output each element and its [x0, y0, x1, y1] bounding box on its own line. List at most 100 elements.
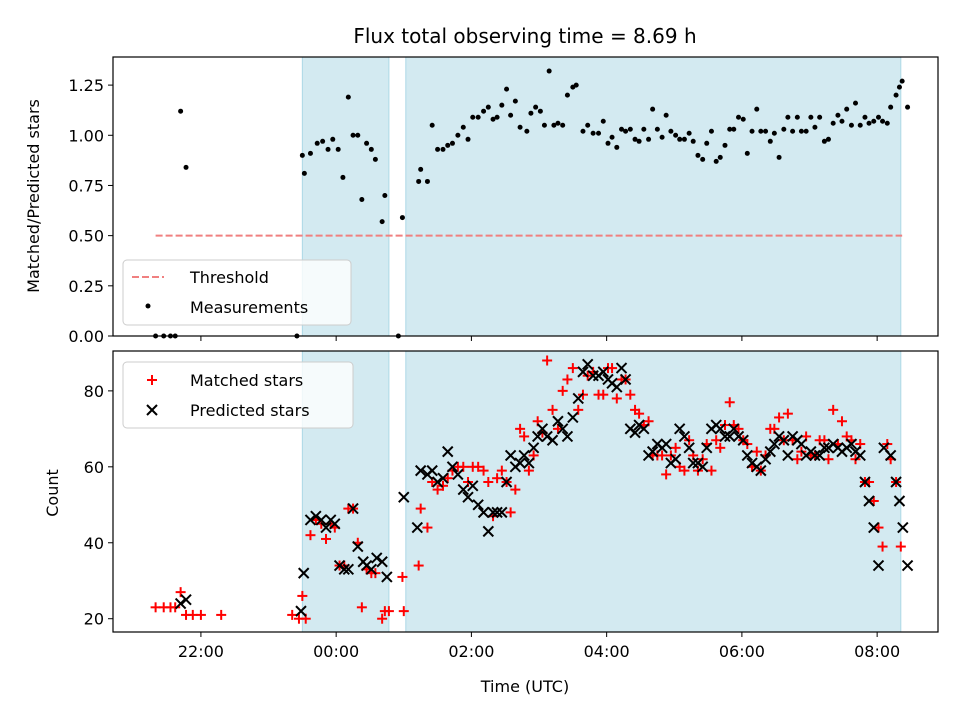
- predicted-star-point: [342, 563, 355, 576]
- matched-star-point: [711, 435, 722, 446]
- measurement-point: [884, 120, 890, 126]
- predicted-star-point: [414, 464, 427, 477]
- x-stroke-2: [577, 366, 589, 378]
- measurement-point: [686, 130, 692, 136]
- measurement-point: [614, 144, 620, 150]
- predicted-star-point: [597, 366, 609, 378]
- x-stroke-2: [304, 514, 317, 526]
- x-stroke-2: [782, 449, 794, 462]
- predicted-star-point: [884, 449, 897, 462]
- measurement-point: [307, 150, 313, 156]
- measurement-point: [776, 154, 782, 160]
- x-tick-label: 02:00: [448, 642, 494, 661]
- measurement-point: [704, 140, 710, 146]
- measurement-point: [632, 136, 638, 142]
- bottom-y-tick-label: 20: [84, 610, 104, 629]
- top-y-tick-label: 0.25: [68, 277, 104, 296]
- measurement-point: [893, 92, 899, 98]
- measurement-point: [314, 140, 320, 146]
- matched-star-point: [216, 609, 227, 620]
- x-stroke-2: [414, 464, 427, 477]
- x-stroke-2: [531, 430, 544, 443]
- x-stroke-2: [437, 472, 449, 484]
- predicted-star-point: [768, 438, 781, 450]
- x-stroke-2: [683, 442, 695, 454]
- matched-star-point: [634, 408, 645, 419]
- matched-star-point: [774, 412, 785, 423]
- x-stroke-2: [878, 442, 890, 454]
- measurement-point: [546, 68, 552, 74]
- measurement-point: [708, 128, 714, 134]
- x-stroke-2: [472, 499, 484, 511]
- matched-star-point: [823, 454, 834, 465]
- predicted-star-point: [556, 423, 569, 435]
- matched-star-point: [478, 465, 489, 476]
- x-stroke-2: [893, 495, 906, 507]
- matched-star-point: [598, 389, 609, 400]
- predicted-star-point: [310, 510, 322, 522]
- measurement-point: [905, 104, 911, 110]
- predicted-star-point: [338, 563, 350, 576]
- x-stroke-2: [487, 506, 499, 519]
- x-stroke-2: [714, 423, 726, 435]
- x-stroke-2: [338, 563, 350, 576]
- measurement-point: [899, 78, 905, 84]
- x-stroke-2: [809, 449, 821, 462]
- predicted-star-point: [696, 461, 709, 473]
- predicted-star-point: [660, 438, 672, 450]
- measurement-point: [355, 132, 361, 138]
- predicted-star-point: [371, 552, 383, 564]
- x-stroke-2: [342, 563, 355, 576]
- matched-star-point: [557, 385, 568, 396]
- measurement-point: [512, 98, 518, 104]
- measurement-point: [790, 128, 796, 134]
- matched-star-point: [398, 606, 409, 617]
- x-stroke-2: [687, 457, 699, 469]
- measurement-point: [524, 128, 530, 134]
- top-y-axis-label: Matched/Predicted stars: [24, 99, 43, 293]
- measurement-point: [749, 128, 755, 134]
- predicted-star-point: [737, 434, 749, 446]
- predicted-star-point: [531, 430, 544, 443]
- measurement-point: [424, 178, 430, 184]
- x-stroke-2: [527, 442, 540, 454]
- measurement-point: [636, 138, 642, 144]
- matched-star-point: [877, 541, 888, 552]
- measurement-point: [609, 134, 615, 140]
- top-axes-frame: [112, 56, 939, 337]
- measurement-point: [700, 156, 706, 162]
- x-stroke-2: [523, 457, 535, 469]
- measurement-point: [857, 122, 863, 128]
- x-stroke-2: [518, 449, 530, 462]
- measurement-point: [785, 114, 791, 120]
- measurement-point: [368, 146, 374, 152]
- measurement-point: [758, 128, 764, 134]
- x-stroke-2: [728, 423, 740, 435]
- x-stroke-2: [552, 415, 564, 427]
- measurement-point: [794, 114, 800, 120]
- predicted-star-point: [764, 445, 777, 458]
- x-stroke-2: [467, 480, 479, 492]
- measurement-point: [429, 122, 435, 128]
- x-stroke-2: [462, 491, 474, 503]
- measurement-point: [673, 132, 679, 138]
- matched-star-point: [828, 404, 839, 415]
- x-stroke-2: [778, 434, 790, 446]
- predicted-star-point: [863, 495, 875, 507]
- measurement-point: [812, 124, 818, 130]
- measurement-point: [330, 136, 336, 142]
- measurement-point: [848, 122, 854, 128]
- x-stroke-2: [818, 442, 831, 454]
- measurement-point: [681, 136, 687, 142]
- x-stroke-2: [660, 438, 672, 450]
- top-y-tick-label: 1.25: [68, 76, 104, 95]
- predicted-star-point: [809, 449, 821, 462]
- predicted-star-point: [477, 506, 490, 519]
- measurement-point: [564, 92, 570, 98]
- predicted-star-point: [872, 559, 885, 572]
- measurement-point: [499, 102, 505, 108]
- x-stroke-2: [901, 559, 914, 572]
- measurement-point: [650, 106, 656, 112]
- measurement-point: [418, 166, 424, 172]
- predicted-star-point: [845, 438, 858, 450]
